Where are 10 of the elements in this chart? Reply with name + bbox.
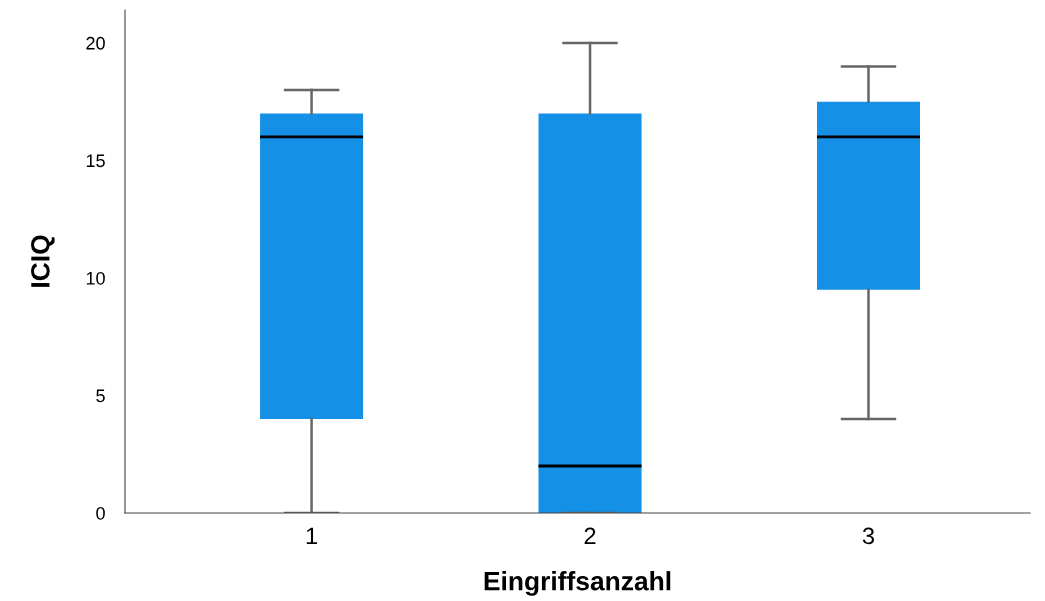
x-tick-label: 2 — [584, 527, 596, 544]
y-axis-title: ICIQ — [31, 235, 55, 287]
x-tick-label: 3 — [862, 527, 875, 545]
x-tick-label: 1 — [306, 527, 317, 544]
y-tick-label: 5 — [96, 389, 105, 403]
y-tick-label: 0 — [96, 506, 105, 520]
x-axis-title: Eingriffsanzahl — [484, 571, 671, 596]
y-tick-label: 15 — [86, 154, 105, 168]
y-tick-label: 10 — [86, 271, 105, 285]
y-tick-label: 20 — [86, 36, 105, 50]
